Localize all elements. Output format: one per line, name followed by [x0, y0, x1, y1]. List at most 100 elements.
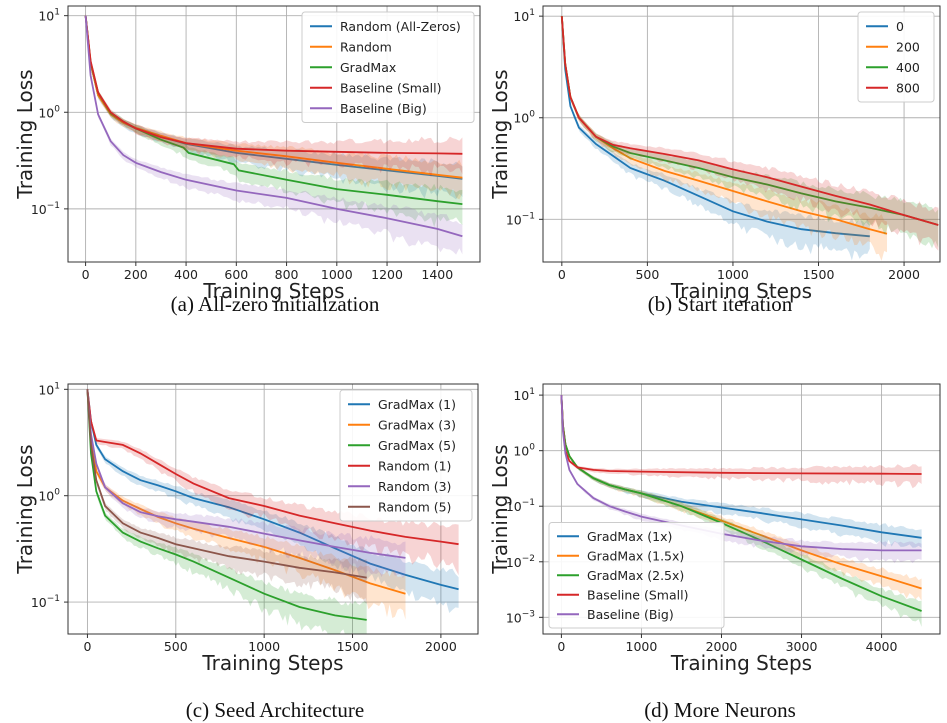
- series-line-b-0: [560, 16, 870, 238]
- legend-label: Random: [340, 39, 392, 54]
- legend-box: [301, 11, 475, 123]
- x-tick-label: 800: [275, 267, 299, 282]
- series-line-d-3: [560, 395, 922, 475]
- series-band-b-2: [561, 14, 939, 249]
- y-axis-label: Training Loss: [13, 69, 37, 199]
- series-line-d-2: [560, 395, 922, 612]
- legend: Random (All-Zeros) Random GradMax Baseline …: [301, 11, 475, 123]
- series-band-d-2: [561, 394, 922, 627]
- x-tick-label: 1400: [421, 267, 453, 282]
- legend-label: GradMax (1x): [587, 529, 672, 544]
- legend-label: Random (1): [378, 458, 451, 473]
- legend-label: GradMax (2.5x): [587, 568, 684, 583]
- y-tick-label: 10−2: [506, 554, 535, 570]
- y-tick-label: 10−1: [31, 594, 60, 610]
- legend-label: 200: [896, 39, 920, 54]
- x-tick-label: 1000: [248, 639, 280, 654]
- legend-label: GradMax (1.5x): [587, 548, 684, 563]
- legend-label: Random (3): [378, 479, 451, 494]
- series-line-d-0: [560, 395, 922, 539]
- series-band-a-3: [85, 13, 463, 178]
- series-band-b-0: [561, 14, 870, 261]
- series-band-d-1: [561, 394, 922, 601]
- series-line-c-0: [86, 389, 459, 591]
- x-tick-label: 500: [635, 267, 659, 282]
- series-band-c-3: [87, 387, 459, 576]
- x-tick-label: 500: [164, 639, 188, 654]
- legend-label: GradMax: [340, 60, 396, 75]
- series-band-c-1: [87, 387, 406, 620]
- y-tick-label: 101: [513, 8, 535, 24]
- legend-box: [339, 389, 473, 522]
- series-line-b-3: [560, 16, 939, 226]
- legend: GradMax (1x) GradMax (1.5x) GradMax (2.5x)…: [548, 522, 725, 629]
- x-tick-label: 400: [174, 267, 198, 282]
- series-line-c-2: [86, 389, 367, 621]
- legend-label: Baseline (Big): [587, 607, 674, 622]
- series-band-d-4: [561, 394, 922, 564]
- caption-a: (a) All-zero initialization: [170, 292, 380, 316]
- y-tick-label: 101: [38, 8, 60, 24]
- plot-frame: [542, 383, 941, 635]
- legend-label: 0: [896, 19, 904, 34]
- x-tick-label: 2000: [888, 267, 920, 282]
- y-tick-label: 10−1: [506, 211, 535, 227]
- x-tick-label: 3000: [786, 639, 818, 654]
- x-tick-label: 1500: [337, 639, 369, 654]
- legend-label: Random (5): [378, 499, 451, 514]
- x-tick-label: 0: [558, 267, 566, 282]
- y-axis-label: Training Loss: [13, 444, 37, 574]
- series-band-c-0: [87, 387, 459, 613]
- series-band-b-3: [561, 14, 939, 251]
- series-band-c-2: [87, 387, 367, 634]
- caption-c: (c) Seed Architecture: [185, 698, 365, 722]
- y-tick-label: 101: [38, 381, 60, 397]
- x-tick-label: 200: [124, 267, 148, 282]
- x-tick-label: 2000: [706, 639, 738, 654]
- x-axis-label: Training Steps: [670, 279, 812, 303]
- legend: 0 200 400 800: [857, 11, 935, 103]
- x-tick-label: 1000: [626, 639, 658, 654]
- y-tick-label: 100: [38, 104, 60, 120]
- y-axis-label: Training Loss: [488, 444, 512, 574]
- series-line-c-4: [86, 389, 406, 559]
- legend-label: GradMax (1): [378, 397, 456, 412]
- legend-label: Baseline (Small): [340, 80, 441, 95]
- x-axis-label: Training Steps: [202, 279, 344, 303]
- legend-label: GradMax (5): [378, 438, 456, 453]
- series-line-c-3: [86, 389, 459, 546]
- x-tick-label: 0: [83, 639, 91, 654]
- series-band-a-0: [85, 13, 463, 200]
- series-band-a-2: [85, 13, 463, 228]
- series-line-c-5: [86, 389, 367, 579]
- series-line-a-4: [84, 15, 463, 238]
- y-tick-label: 101: [513, 387, 535, 403]
- legend-label: GradMax (3): [378, 417, 456, 432]
- legend-box: [548, 522, 725, 629]
- series-band-c-5: [87, 387, 367, 605]
- y-axis-label: Training Loss: [488, 69, 512, 199]
- y-tick-label: 10−3: [506, 609, 535, 625]
- plot-frame: [67, 5, 481, 263]
- x-tick-label: 1200: [371, 267, 403, 282]
- series-band-d-3: [561, 394, 922, 489]
- legend: GradMax (1) GradMax (3) GradMax (5) Random …: [339, 389, 473, 522]
- legend-label: Baseline (Big): [340, 101, 427, 116]
- x-tick-label: 0: [82, 267, 90, 282]
- y-tick-label: 100: [38, 488, 60, 504]
- plot-frame: [67, 383, 479, 635]
- x-tick-label: 2000: [425, 639, 457, 654]
- legend-box: [857, 11, 935, 103]
- caption-d: (d) More Neurons: [644, 698, 796, 722]
- y-tick-label: 10−1: [506, 498, 535, 514]
- legend-label: 400: [896, 60, 920, 75]
- series-band-a-4: [85, 13, 463, 255]
- series-band-b-1: [561, 14, 887, 261]
- series-line-d-4: [560, 395, 922, 552]
- series-band-c-4: [87, 387, 406, 578]
- x-axis-label: Training Steps: [670, 651, 812, 675]
- y-tick-label: 10−1: [31, 201, 60, 217]
- x-tick-label: 0: [557, 639, 565, 654]
- x-tick-label: 1000: [321, 267, 353, 282]
